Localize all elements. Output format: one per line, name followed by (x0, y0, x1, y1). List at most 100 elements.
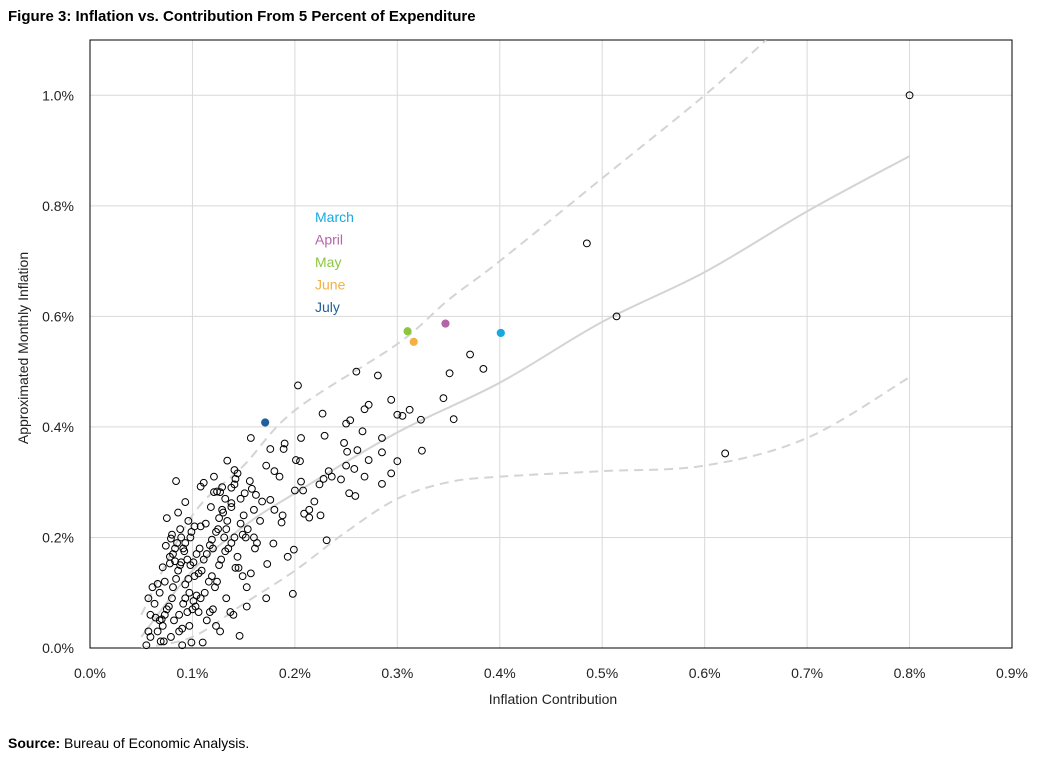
data-point (142, 641, 151, 650)
data-point (439, 394, 448, 403)
data-point (378, 448, 386, 457)
data-point (263, 560, 272, 568)
data-point (213, 577, 221, 586)
data-point (176, 525, 185, 534)
data-point (211, 583, 219, 592)
y-tick-label: 0.6% (42, 308, 74, 324)
data-point (250, 533, 258, 542)
data-point (177, 533, 186, 542)
data-point (227, 499, 236, 508)
data-point (351, 492, 360, 500)
data-point (229, 610, 238, 619)
data-point (174, 508, 183, 517)
x-tick-label: 0.5% (586, 665, 618, 681)
data-point (235, 631, 244, 640)
data-point (196, 594, 205, 603)
data-point (247, 484, 256, 493)
legend-label-july: July (315, 299, 340, 315)
data-point (167, 534, 175, 543)
data-point (283, 552, 292, 561)
data-point (168, 530, 176, 539)
data-point (213, 487, 221, 496)
data-point (243, 525, 252, 534)
data-point (479, 364, 488, 373)
data-point (230, 466, 239, 474)
data-point (181, 594, 190, 603)
data-point (290, 486, 299, 495)
data-point (196, 482, 205, 491)
data-point (210, 488, 218, 497)
y-axis-ticks: 0.0% 0.2% 0.4% 0.6% 0.8% 1.0% (42, 87, 74, 656)
data-point (227, 483, 236, 492)
data-point (212, 621, 220, 630)
data-point (296, 457, 304, 466)
data-point (192, 591, 201, 600)
data-point (319, 474, 328, 483)
data-point (161, 541, 170, 550)
source-label: Source: (8, 735, 61, 751)
data-point (162, 605, 171, 614)
data-point (251, 544, 259, 553)
data-point (310, 497, 319, 506)
data-point (294, 381, 302, 390)
data-point (416, 415, 425, 424)
data-point (297, 434, 305, 442)
data-point (242, 583, 251, 592)
data-point (378, 479, 386, 488)
y-tick-label: 0.8% (42, 198, 74, 214)
data-point (236, 494, 245, 503)
data-point (250, 505, 258, 514)
data-point (418, 446, 426, 455)
highlight-point-april (441, 319, 450, 328)
data-point (157, 615, 166, 624)
y-tick-label: 0.0% (42, 640, 74, 656)
data-point (148, 583, 157, 592)
data-point (262, 461, 271, 470)
data-point (305, 513, 314, 522)
grid-lines (89, 40, 1013, 649)
data-point (172, 477, 180, 485)
data-point (170, 616, 178, 625)
data-point (177, 558, 186, 567)
data-point (373, 371, 382, 380)
trend-curves (140, 40, 911, 648)
data-point (190, 572, 199, 581)
data-point (181, 539, 190, 547)
data-point (181, 498, 190, 506)
data-point (238, 530, 247, 539)
data-point (242, 602, 251, 611)
legend: March April May June July (315, 209, 354, 315)
data-point (197, 566, 206, 575)
x-tick-label: 0.7% (791, 665, 823, 681)
data-point (275, 472, 284, 481)
data-point (156, 637, 165, 646)
data-point (220, 533, 229, 542)
data-point (231, 563, 240, 572)
data-point (208, 572, 216, 581)
data-point (360, 472, 369, 481)
legend-label-may: May (315, 254, 341, 270)
data-point (387, 395, 396, 404)
data-point (159, 637, 168, 646)
data-point (582, 239, 591, 248)
data-point (144, 594, 153, 603)
data-point (169, 583, 177, 592)
fit-line (140, 155, 911, 638)
source-text: Bureau of Economic Analysis. (64, 735, 250, 751)
data-point (449, 415, 458, 424)
data-point (167, 633, 175, 641)
data-point (158, 621, 167, 630)
data-point (192, 550, 201, 558)
data-point (153, 627, 162, 636)
x-axis-ticks: 0.0% 0.1% 0.2% 0.3% 0.4% 0.5% 0.6% 0.7% 0.8% 0.9% (74, 665, 1028, 681)
data-point (230, 533, 239, 542)
data-point (299, 486, 307, 495)
data-point (353, 446, 362, 455)
data-point (322, 536, 331, 545)
highlight-point-july (261, 418, 270, 427)
data-point (155, 588, 164, 597)
data-point (186, 533, 195, 542)
highlighted-points (261, 319, 505, 427)
data-point (262, 594, 271, 603)
data-point (245, 477, 254, 485)
